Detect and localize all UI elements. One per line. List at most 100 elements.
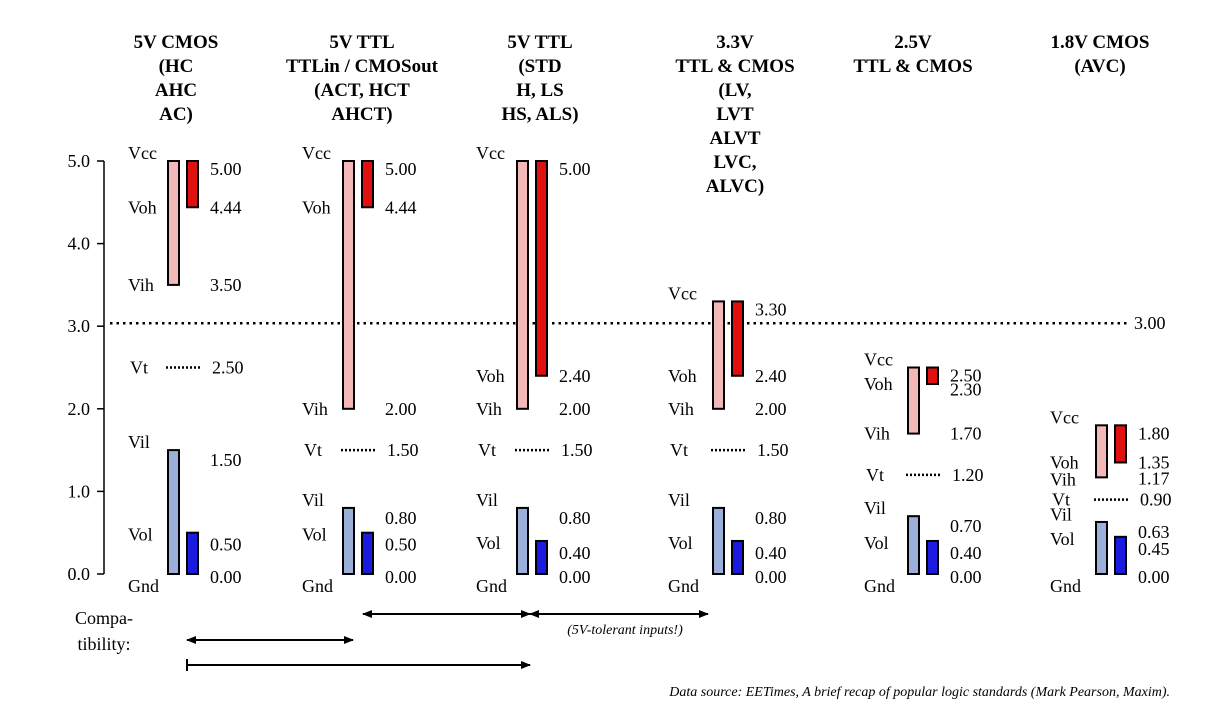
vil-label: Vil [1050, 505, 1072, 525]
axis-tick-label: 0.0 [68, 564, 91, 584]
axis-tick-label: 1.0 [68, 481, 91, 501]
vil-value: 0.80 [755, 508, 787, 528]
vil-value: 0.80 [559, 508, 591, 528]
threshold-line: 3.00 [110, 313, 1166, 333]
vol-label: Vol [128, 525, 153, 545]
column-title-line: (AVC) [1074, 56, 1125, 77]
vih-range-bar [167, 160, 180, 286]
column-title-line: (HC [159, 56, 194, 77]
vil-value: 1.50 [210, 450, 242, 470]
vt-label: Vt [670, 440, 688, 460]
voh-value: 2.40 [559, 366, 591, 386]
voh-value: 2.40 [755, 366, 787, 386]
vil-range-bar [167, 449, 180, 576]
vol-value: 0.40 [755, 543, 787, 563]
vil-value: 0.63 [1138, 522, 1170, 542]
voh-range-bar [535, 160, 548, 377]
voh-value: 4.44 [385, 197, 417, 217]
column-title-line: TTL & CMOS [853, 56, 972, 77]
column-title-line: 2.5V [894, 32, 932, 53]
threshold-label: 3.00 [1134, 313, 1166, 333]
gnd-value: 0.00 [210, 567, 242, 587]
voh-range-bar [186, 160, 199, 209]
column-title-line: TTL & CMOS [675, 56, 794, 77]
vcc-label: Vcc [302, 143, 331, 163]
vol-label: Vol [668, 533, 693, 553]
vil-label: Vil [864, 498, 886, 518]
column-title-line: ALVT [709, 128, 760, 149]
vih-value: 2.00 [755, 399, 787, 419]
column-3: 5V TTL (STD H, LS HS, ALS) Vcc 5.00 Voh 2.40 Vih… [476, 32, 593, 596]
voh-range-bar [1114, 424, 1127, 464]
vt-value: 1.50 [387, 440, 419, 460]
column-6: 1.8V CMOS (AVC) Vcc 1.80 Voh 1.35 Vih 1.17 Vt 0.9… [1050, 32, 1172, 596]
column-title-line: ALVC) [706, 176, 764, 197]
vt-label: Vt [130, 358, 148, 378]
gnd-value: 0.00 [559, 567, 591, 587]
gnd-value: 0.00 [755, 567, 787, 587]
gnd-label: Gnd [668, 576, 699, 596]
gnd-label: Gnd [302, 576, 333, 596]
vih-label: Vih [302, 399, 328, 419]
gnd-label: Gnd [128, 576, 159, 596]
vt-value: 1.50 [757, 440, 789, 460]
column-title-line: LVT [716, 104, 754, 125]
compatibility-label: Compa- [75, 608, 133, 628]
column-title-line: (STD [518, 56, 561, 77]
vih-label: Vih [1050, 469, 1076, 489]
vcc-value: 1.80 [1138, 423, 1170, 443]
vt-label: Vt [478, 440, 496, 460]
vil-range-bar [907, 515, 920, 575]
column-title-line: AHC [155, 80, 197, 101]
voh-range-bar [926, 366, 939, 386]
vil-range-bar [342, 506, 355, 576]
gnd-label: Gnd [476, 576, 507, 596]
vil-value: 0.70 [950, 516, 982, 536]
vil-value: 0.80 [385, 508, 417, 528]
vih-range-bar [907, 366, 920, 435]
vih-label: Vih [668, 399, 694, 419]
axis-tick-label: 2.0 [68, 399, 91, 419]
vol-label: Vol [864, 533, 889, 553]
voh-range-bar [731, 300, 744, 377]
vil-label: Vil [128, 432, 150, 452]
vol-range-bar [731, 539, 744, 576]
gnd-value: 0.00 [1138, 567, 1170, 587]
voh-value: 2.30 [950, 380, 982, 400]
column-title-line: H, LS [516, 80, 564, 101]
vol-label: Vol [476, 533, 501, 553]
column-4: 3.3V TTL & CMOS (LV, LVT ALVT LVC, ALVC) Vcc 3.3… [668, 32, 795, 596]
vil-range-bar [1095, 520, 1108, 575]
vcc-value: 5.00 [385, 159, 417, 179]
vcc-label: Vcc [1050, 407, 1079, 427]
vil-label: Vil [476, 490, 498, 510]
vcc-label: Vcc [128, 143, 157, 163]
vcc-label: Vcc [668, 283, 697, 303]
vt-value: 1.20 [952, 465, 984, 485]
voltage-axis: 0.0 1.0 2.0 3.0 4.0 5.0 [68, 151, 105, 584]
vol-label: Vol [302, 525, 327, 545]
vcc-value: 3.30 [755, 299, 787, 319]
vih-value: 2.00 [385, 399, 417, 419]
gnd-value: 0.00 [950, 567, 982, 587]
column-1: 5V CMOS (HC AHC AC)Vcc 5.00 Voh 4.44 Vih 3.50 Vt 2… [128, 32, 244, 596]
vcc-label: Vcc [864, 350, 893, 370]
vih-label: Vih [476, 399, 502, 419]
vt-value: 0.90 [1140, 490, 1172, 510]
vol-value: 0.50 [210, 535, 242, 555]
vol-value: 0.40 [559, 543, 591, 563]
vt-value: 1.50 [561, 440, 593, 460]
data-source-note: Data source: EETimes, A brief recap of p… [668, 685, 1170, 700]
axis-tick-label: 3.0 [68, 316, 91, 336]
vil-range-bar [516, 506, 529, 576]
vcc-value: 5.00 [559, 159, 591, 179]
vol-value: 0.50 [385, 535, 417, 555]
column-title-line: LVC, [713, 152, 756, 173]
vol-range-bar [535, 539, 548, 576]
vol-range-bar [361, 531, 374, 576]
vol-range-bar [186, 531, 199, 576]
column-title-line: (LV, [718, 80, 752, 101]
column-title-line: 5V TTL [329, 32, 394, 53]
